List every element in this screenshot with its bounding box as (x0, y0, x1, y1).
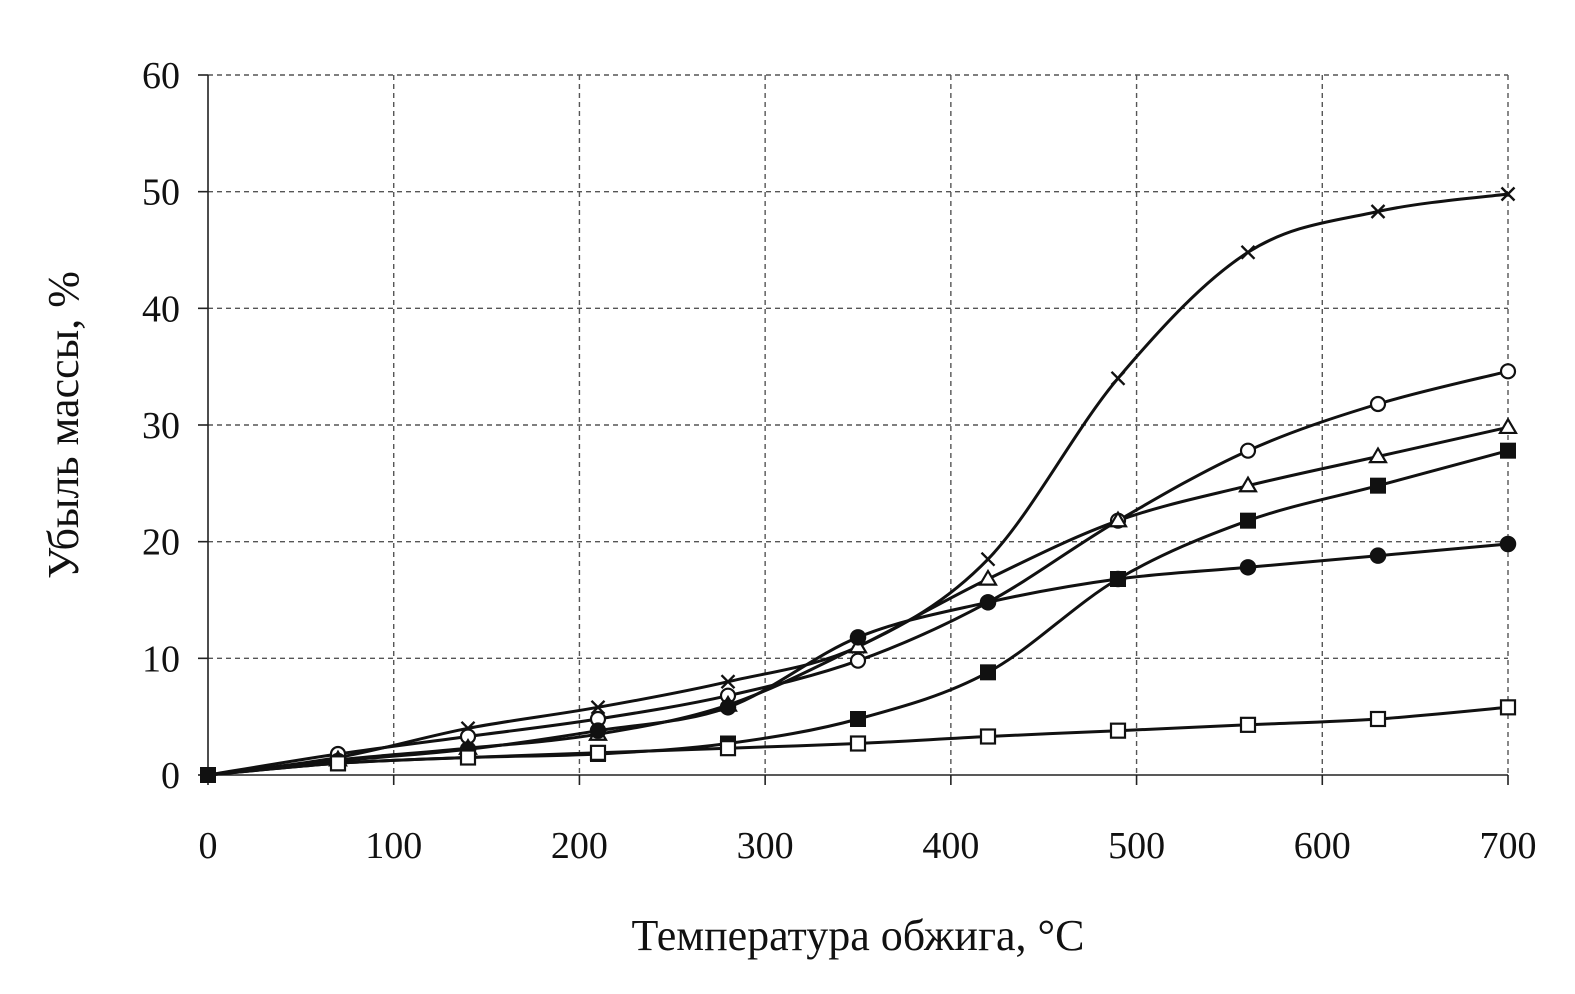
marker-open-triangle (1238, 475, 1258, 493)
y-tick-label: 60 (142, 55, 180, 97)
marker-filled-circle (1499, 535, 1517, 553)
marker-cross (1370, 204, 1386, 219)
x-axis-title: Температура обжига, °C (632, 911, 1085, 960)
marker-filled-circle (589, 722, 607, 739)
y-tick-label: 20 (142, 522, 180, 564)
marker-open-square (1109, 722, 1127, 739)
x-tick-label: 200 (551, 825, 608, 867)
marker-filled-square (1240, 512, 1256, 529)
marker-open-square (1369, 710, 1387, 728)
marker-filled-square (1500, 442, 1516, 459)
marker-cross (1110, 370, 1126, 386)
x-tick-label: 300 (737, 825, 794, 867)
marker-cross (1500, 186, 1516, 202)
x-tick-label: 0 (199, 825, 218, 867)
marker-open-square (589, 744, 607, 761)
y-tick-label: 40 (142, 288, 180, 330)
marker-open-triangle (978, 568, 998, 586)
marker-open-square (459, 749, 477, 766)
marker-filled-circle (1109, 570, 1127, 588)
marker-open-circle (1239, 442, 1257, 459)
x-tick-label: 600 (1294, 825, 1351, 867)
marker-open-triangle (1108, 510, 1128, 528)
marker-filled-square (1370, 477, 1386, 494)
y-tick-label: 10 (142, 638, 180, 680)
grid (198, 74, 1509, 785)
marker-filled-square (200, 767, 216, 783)
marker-open-square (979, 728, 997, 745)
x-tick-label: 100 (365, 825, 422, 867)
marker-open-square (1239, 716, 1257, 733)
marker-cross (980, 551, 996, 567)
marker-filled-square (980, 664, 996, 681)
marker-filled-circle (979, 594, 997, 611)
x-tick-label: 400 (922, 825, 979, 867)
y-tick-label: 50 (142, 172, 180, 214)
marker-filled-circle (1369, 547, 1387, 564)
marker-open-circle (1369, 395, 1387, 413)
y-tick-label: 30 (142, 405, 180, 447)
marker-filled-circle (719, 699, 737, 716)
y-tick-label: 0 (161, 755, 180, 797)
marker-open-circle (1499, 363, 1517, 380)
series-line-cross (206, 192, 1510, 777)
marker-open-square (329, 755, 347, 772)
marker-open-square (719, 740, 737, 757)
series-group (206, 192, 1510, 777)
tick-labels: 0 100 200 300 400 500 600 700 0 10 20 30 40 50 60 (142, 55, 1537, 867)
marker-filled-square (850, 711, 866, 727)
marker-cross (720, 674, 736, 690)
marker-open-triangle (1498, 417, 1518, 435)
marker-filled-circle (1239, 559, 1257, 576)
marker-cross (590, 699, 606, 715)
marker-open-square (1499, 699, 1517, 716)
x-tick-label: 700 (1480, 825, 1537, 867)
marker-open-triangle (1368, 446, 1388, 464)
marker-filled-circle (849, 629, 867, 646)
markers-group (200, 186, 1518, 783)
marker-cross (1240, 244, 1256, 260)
x-tick-label: 500 (1108, 825, 1165, 867)
marker-open-circle (849, 652, 867, 669)
y-axis-title: Убыль массы, % (39, 271, 88, 579)
marker-open-square (849, 735, 867, 752)
